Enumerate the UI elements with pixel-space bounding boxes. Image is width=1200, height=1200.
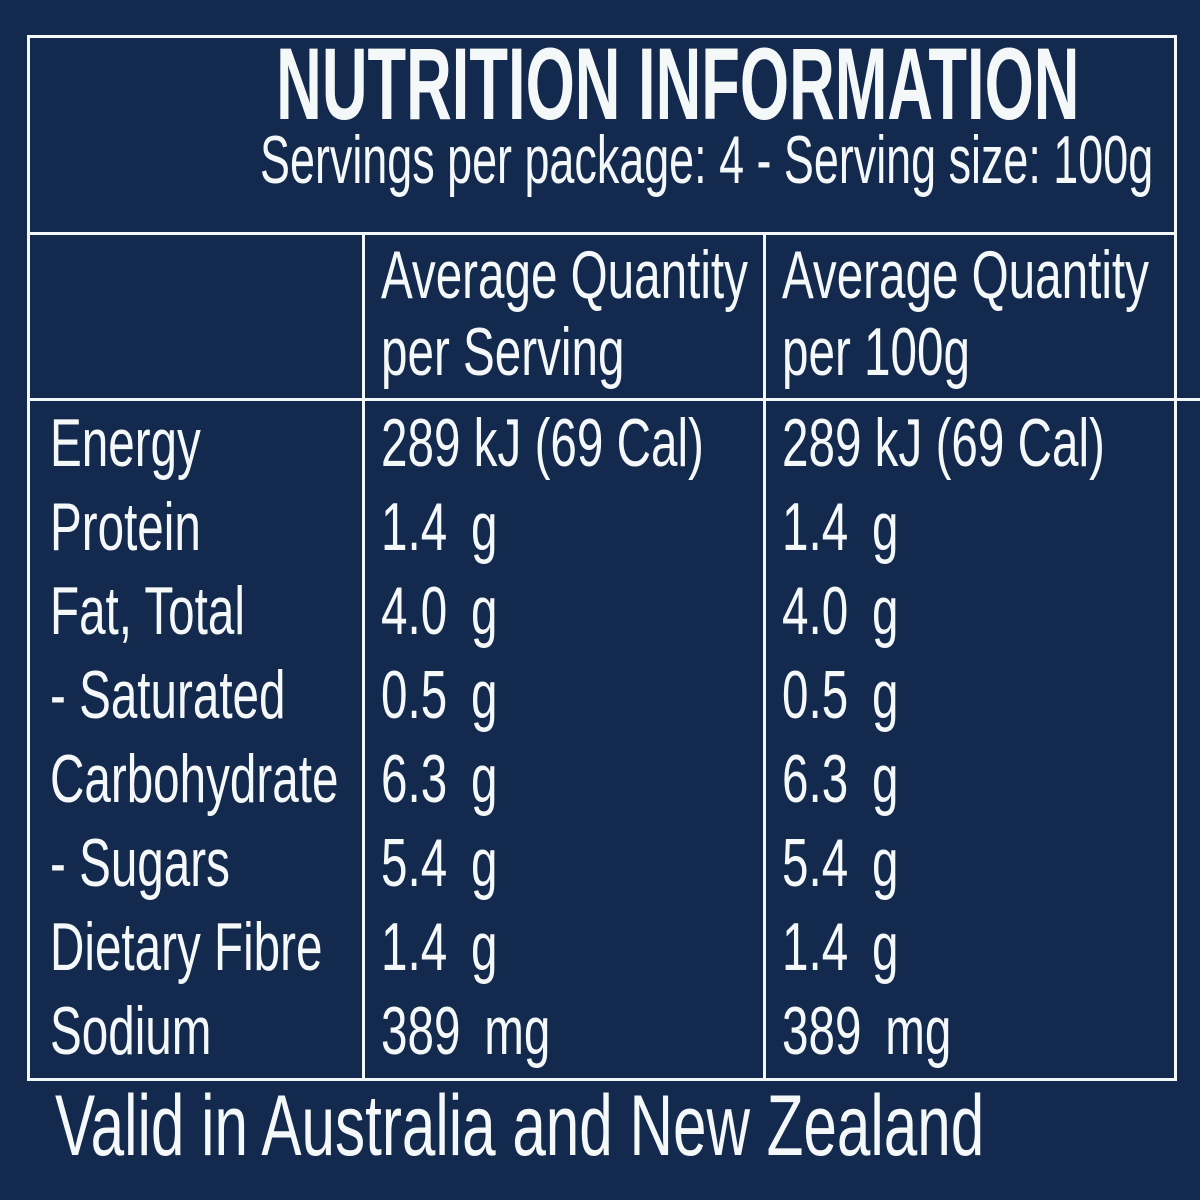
per-serving-value: 4.0 g — [362, 569, 763, 653]
nutrient-label: Dietary Fibre — [30, 905, 362, 989]
column-header-per-serving: Average Quantity per Serving — [362, 235, 763, 401]
per-serving-header-line1: Average Quantity — [381, 237, 748, 313]
value-amount: 389 — [381, 993, 461, 1069]
nutrition-table: Average Quantity per Serving Average Qua… — [30, 232, 1200, 1078]
value-unit: mg — [885, 993, 952, 1069]
per-serving-value: 0.5 g — [362, 653, 763, 737]
table-filler — [362, 1073, 763, 1078]
nutrient-label: Energy — [30, 401, 362, 485]
nutrient-label: Carbohydrate — [30, 737, 362, 821]
nutrient-label-text: - Sugars — [50, 825, 230, 901]
per-serving-value: 6.3 g — [362, 737, 763, 821]
per-100g-value: 6.3 g — [763, 737, 1200, 821]
nutrient-label-text: Protein — [50, 489, 201, 565]
value-unit: g — [470, 909, 498, 985]
nutrient-label: Fat, Total — [30, 569, 362, 653]
per-100g-header-line2: per 100g — [782, 314, 970, 390]
per-serving-header-line2: per Serving — [381, 314, 625, 390]
value-unit: g — [470, 573, 498, 649]
value-amount: 289 kJ — [381, 405, 522, 481]
value-unit: (69 Cal) — [534, 405, 704, 481]
servings-info: Servings per package: 4 - Serving size: … — [30, 122, 1174, 198]
value-amount: 6.3 — [381, 741, 448, 817]
empty-header-cell — [30, 235, 362, 401]
value-amount: 0.5 — [381, 657, 448, 733]
value-amount: 1.4 — [381, 489, 448, 565]
nutrient-label-text: Energy — [50, 405, 201, 481]
value-amount: 6.3 — [782, 741, 849, 817]
nutrient-label: Protein — [30, 485, 362, 569]
value-unit: g — [470, 741, 498, 817]
value-amount: 5.4 — [381, 825, 448, 901]
value-unit: (69 Cal) — [935, 405, 1105, 481]
nutrition-panel: NUTRITION INFORMATION Servings per packa… — [27, 27, 1200, 1081]
nutrient-label-text: Carbohydrate — [50, 741, 339, 817]
per-100g-header-line1: Average Quantity — [782, 237, 1149, 313]
value-unit: g — [871, 825, 899, 901]
value-amount: 1.4 — [782, 489, 849, 565]
per-serving-value: 1.4 g — [362, 485, 763, 569]
per-100g-value: 289 kJ (69 Cal) — [763, 401, 1200, 485]
value-unit: mg — [484, 993, 551, 1069]
footer-note: Valid in Australia and New Zealand — [55, 1080, 1200, 1172]
panel-title: NUTRITION INFORMATION — [30, 27, 1174, 141]
nutrient-label-text: Sodium — [50, 993, 212, 1069]
value-amount: 4.0 — [782, 573, 849, 649]
per-100g-value: 4.0 g — [763, 569, 1200, 653]
footer-note-text: Valid in Australia and New Zealand — [55, 1078, 985, 1174]
per-serving-value: 389 mg — [362, 989, 763, 1073]
per-100g-value: 0.5 g — [763, 653, 1200, 737]
panel-title-text: NUTRITION INFORMATION — [276, 27, 1080, 141]
nutrient-label: - Saturated — [30, 653, 362, 737]
nutrient-label: Sodium — [30, 989, 362, 1073]
value-amount: 0.5 — [782, 657, 849, 733]
value-unit: g — [871, 741, 899, 817]
value-unit: g — [871, 657, 899, 733]
value-unit: g — [470, 489, 498, 565]
nutrient-label-text: - Saturated — [50, 657, 286, 733]
value-amount: 4.0 — [381, 573, 448, 649]
value-amount: 1.4 — [782, 909, 849, 985]
per-serving-value: 1.4 g — [362, 905, 763, 989]
table-filler — [763, 1073, 1200, 1078]
nutrient-label: - Sugars — [30, 821, 362, 905]
value-unit: g — [470, 657, 498, 733]
per-100g-value: 389 mg — [763, 989, 1200, 1073]
value-amount: 389 — [782, 993, 862, 1069]
value-unit: g — [871, 909, 899, 985]
value-unit: g — [871, 573, 899, 649]
nutrient-label-text: Dietary Fibre — [50, 909, 323, 985]
value-amount: 1.4 — [381, 909, 448, 985]
value-unit: g — [470, 825, 498, 901]
per-serving-value: 5.4 g — [362, 821, 763, 905]
value-unit: g — [871, 489, 899, 565]
nutrient-label-text: Fat, Total — [50, 573, 245, 649]
column-header-per-100g: Average Quantity per 100g — [763, 235, 1200, 401]
per-serving-value: 289 kJ (69 Cal) — [362, 401, 763, 485]
per-100g-value: 5.4 g — [763, 821, 1200, 905]
servings-info-text: Servings per package: 4 - Serving size: … — [260, 122, 1154, 198]
per-100g-value: 1.4 g — [763, 485, 1200, 569]
value-amount: 5.4 — [782, 825, 849, 901]
per-100g-value: 1.4 g — [763, 905, 1200, 989]
value-amount: 289 kJ — [782, 405, 923, 481]
